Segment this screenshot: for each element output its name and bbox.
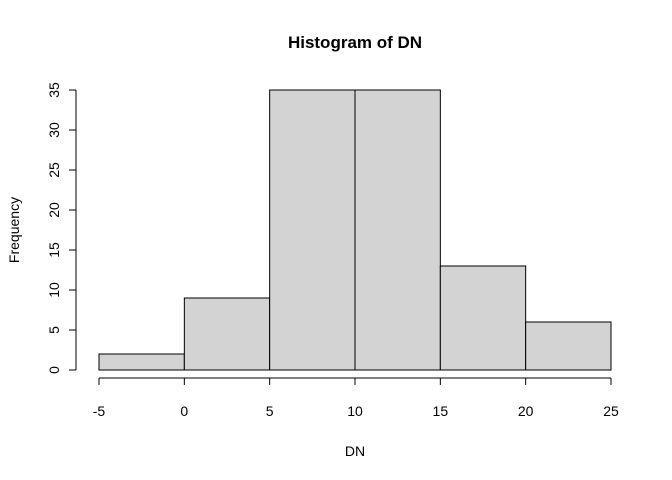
x-tick-label-5: 20 (518, 403, 534, 419)
x-axis: -5 0 5 10 15 20 25 (93, 377, 619, 419)
y-tick-label-2: 10 (46, 282, 62, 298)
y-tick-label-5: 25 (46, 162, 62, 178)
y-tick-label-0: 0 (46, 366, 62, 374)
y-tick-label-3: 15 (46, 242, 62, 258)
x-tick-label-4: 15 (433, 403, 449, 419)
y-axis: 0 5 10 15 20 25 30 35 (46, 82, 77, 374)
bars-group (98, 89, 612, 371)
y-axis-label: Frequency (6, 197, 22, 263)
histogram-bar-1 (183, 297, 271, 371)
histogram-bar-0 (98, 353, 185, 371)
x-tick-label-1: 0 (180, 403, 188, 419)
y-tick-label-1: 5 (46, 326, 62, 334)
x-tick-label-0: -5 (93, 403, 106, 419)
x-tick-label-2: 5 (266, 403, 274, 419)
y-tick-label-4: 20 (46, 202, 62, 218)
chart-title: Histogram of DN (288, 33, 422, 52)
y-tick-label-6: 30 (46, 122, 62, 138)
x-tick-label-6: 25 (603, 403, 619, 419)
x-axis-label: DN (345, 443, 365, 459)
x-tick-label-3: 10 (347, 403, 363, 419)
histogram-bar-4 (439, 265, 527, 371)
y-tick-label-7: 35 (46, 82, 62, 98)
histogram-bar-2 (269, 89, 356, 371)
histogram-bar-3 (354, 89, 441, 371)
histogram-bar-5 (525, 321, 612, 371)
